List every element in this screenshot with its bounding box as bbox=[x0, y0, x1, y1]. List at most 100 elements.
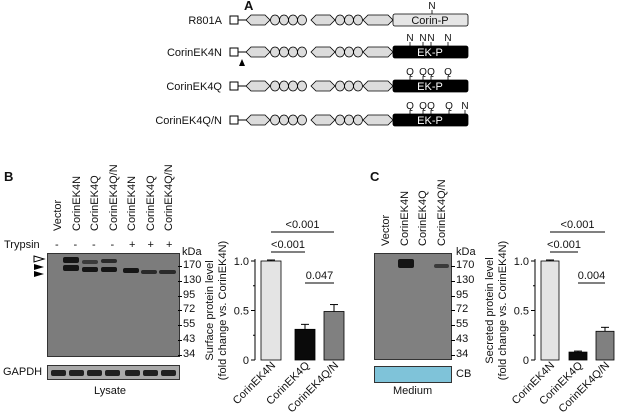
ldlr-repeat bbox=[353, 14, 363, 26]
y-tick-label: 0 bbox=[243, 355, 249, 367]
ldlr-repeat bbox=[270, 14, 280, 26]
significance-p-value: <0.001 bbox=[547, 239, 581, 251]
panel-a-letter: A bbox=[244, 0, 254, 13]
construct-name: CorinEK4Q/N bbox=[155, 115, 222, 127]
trypsin-sign: - bbox=[55, 239, 59, 251]
significance-p-value: <0.001 bbox=[561, 219, 595, 231]
ldlr-repeat bbox=[353, 46, 363, 58]
gapdh-band bbox=[51, 370, 66, 376]
lysate-mw-tick bbox=[178, 310, 182, 312]
significance-p-value: <0.001 bbox=[286, 219, 320, 231]
glycosylation-site-label: N bbox=[427, 33, 434, 44]
medium-mw-marker: 43 bbox=[456, 333, 469, 345]
protease-domain-label: EK-P bbox=[417, 115, 443, 127]
glycosylation-site-label: Q bbox=[419, 67, 427, 78]
frizzled-domain bbox=[310, 80, 336, 92]
open-arrowhead-icon bbox=[33, 255, 46, 263]
medium-mw-marker: 170 bbox=[456, 259, 475, 271]
glycosylation-site-label: N bbox=[406, 33, 413, 44]
signal-peptide-box bbox=[229, 15, 239, 25]
ldlr-repeat bbox=[270, 80, 280, 92]
ldlr-repeat bbox=[279, 80, 289, 92]
frizzled-domain bbox=[245, 14, 271, 26]
ldlr-repeat bbox=[297, 14, 307, 26]
glycosylation-site-label: Q bbox=[406, 101, 414, 112]
lysate-lane-label: Vector bbox=[52, 199, 64, 231]
lysate-mw-tick bbox=[178, 325, 182, 327]
ldlr-repeat bbox=[353, 114, 363, 126]
band-medium-corinek4qn bbox=[434, 264, 449, 268]
srcr-domain bbox=[362, 80, 394, 92]
frizzled-domain bbox=[245, 46, 271, 58]
medium-mw-tick bbox=[451, 295, 455, 297]
ldlr-repeat bbox=[288, 14, 298, 26]
medium-mw-marker: 34 bbox=[456, 347, 469, 360]
medium-mw-tick bbox=[451, 310, 455, 312]
lysate-lane-label: CorinEK4Q bbox=[144, 175, 157, 231]
band-corinek4q-trypsin bbox=[141, 270, 157, 274]
medium-mw-marker: 55 bbox=[456, 318, 469, 331]
gapdh-band bbox=[161, 370, 176, 376]
y-axis-label-group: Surface protein level (fold change vs. Co… bbox=[205, 241, 229, 380]
cb-label: CB bbox=[456, 368, 472, 380]
signal-peptide-box bbox=[229, 115, 239, 125]
band-corinek4q-upper bbox=[82, 260, 98, 264]
gapdh-band bbox=[69, 370, 84, 376]
srcr-domain bbox=[362, 14, 394, 26]
frizzled-domain bbox=[245, 114, 271, 126]
gapdh-blot bbox=[47, 365, 180, 380]
bar bbox=[294, 328, 316, 361]
lysate-lane-label: CorinEK4N bbox=[126, 175, 138, 231]
glycosylation-site-label: N bbox=[461, 101, 468, 112]
significance-p-value: <0.001 bbox=[271, 239, 305, 251]
lysate-lane-label: CorinEK4Q bbox=[89, 175, 101, 231]
srcr-domain bbox=[362, 46, 394, 58]
construct-name: R801A bbox=[188, 15, 222, 27]
frizzled-domain bbox=[245, 80, 271, 92]
protease-domain bbox=[392, 79, 469, 93]
band-arrowheads bbox=[33, 255, 46, 277]
bar bbox=[540, 260, 560, 361]
frizzled-domain bbox=[310, 14, 336, 26]
ldlr-repeat bbox=[288, 80, 298, 92]
cleavage-arrow-icon bbox=[239, 59, 245, 66]
y-tick-label: 1.0 bbox=[514, 256, 529, 268]
signal-peptide-box bbox=[229, 47, 239, 57]
y-tick-label: 0.5 bbox=[514, 306, 529, 318]
ldlr-repeat bbox=[335, 14, 345, 26]
frizzled-domain bbox=[310, 46, 336, 58]
srcr-domain bbox=[362, 114, 394, 126]
lysate-blot bbox=[47, 253, 180, 357]
ldlr-repeat bbox=[288, 46, 298, 58]
lysate-label: Lysate bbox=[94, 385, 127, 397]
y-axis-label: (fold change vs. CorinEK4N) bbox=[217, 241, 229, 380]
medium-lane-label: CorinEK4Q bbox=[417, 190, 429, 246]
medium-mw-marker: 130 bbox=[456, 273, 475, 286]
ldlr-repeat bbox=[279, 46, 289, 58]
ldlr-repeat bbox=[279, 14, 289, 26]
medium-mw-marker: 95 bbox=[456, 288, 469, 301]
lysate-mw-marker: 130 bbox=[183, 273, 202, 286]
lysate-lane-label: CorinEK4N bbox=[70, 175, 83, 231]
band-corinek4n-upper bbox=[63, 257, 79, 263]
x-tick-label: CorinEK4Q/N bbox=[286, 360, 342, 416]
medium-mw-tick bbox=[451, 325, 455, 327]
ldlr-repeat bbox=[270, 46, 280, 58]
ldlr-repeat bbox=[297, 114, 307, 126]
band-corinek4qn-lower bbox=[101, 267, 117, 272]
ldlr-repeat bbox=[335, 114, 345, 126]
secreted-protein-chart: Secreted protein level (fold change vs. C… bbox=[485, 219, 615, 415]
y-tick-label: 0 bbox=[523, 355, 529, 367]
protease-domain-label: Corin-P bbox=[411, 15, 448, 27]
panel-b-letter: B bbox=[4, 169, 14, 184]
frizzled-domain bbox=[310, 114, 336, 126]
lysate-mw-tick bbox=[178, 280, 182, 282]
ldlr-repeat bbox=[279, 114, 289, 126]
trypsin-sign: + bbox=[129, 239, 136, 251]
lysate-mw-marker: 43 bbox=[183, 333, 196, 345]
protease-domain bbox=[392, 45, 469, 59]
glycosylation-site-label: Q bbox=[427, 101, 435, 112]
band-corinek4n-lower bbox=[63, 265, 79, 271]
ldlr-repeat bbox=[344, 114, 354, 126]
